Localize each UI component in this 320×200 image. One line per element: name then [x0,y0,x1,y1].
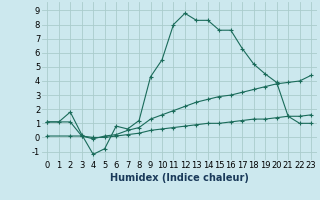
X-axis label: Humidex (Indice chaleur): Humidex (Indice chaleur) [110,173,249,183]
